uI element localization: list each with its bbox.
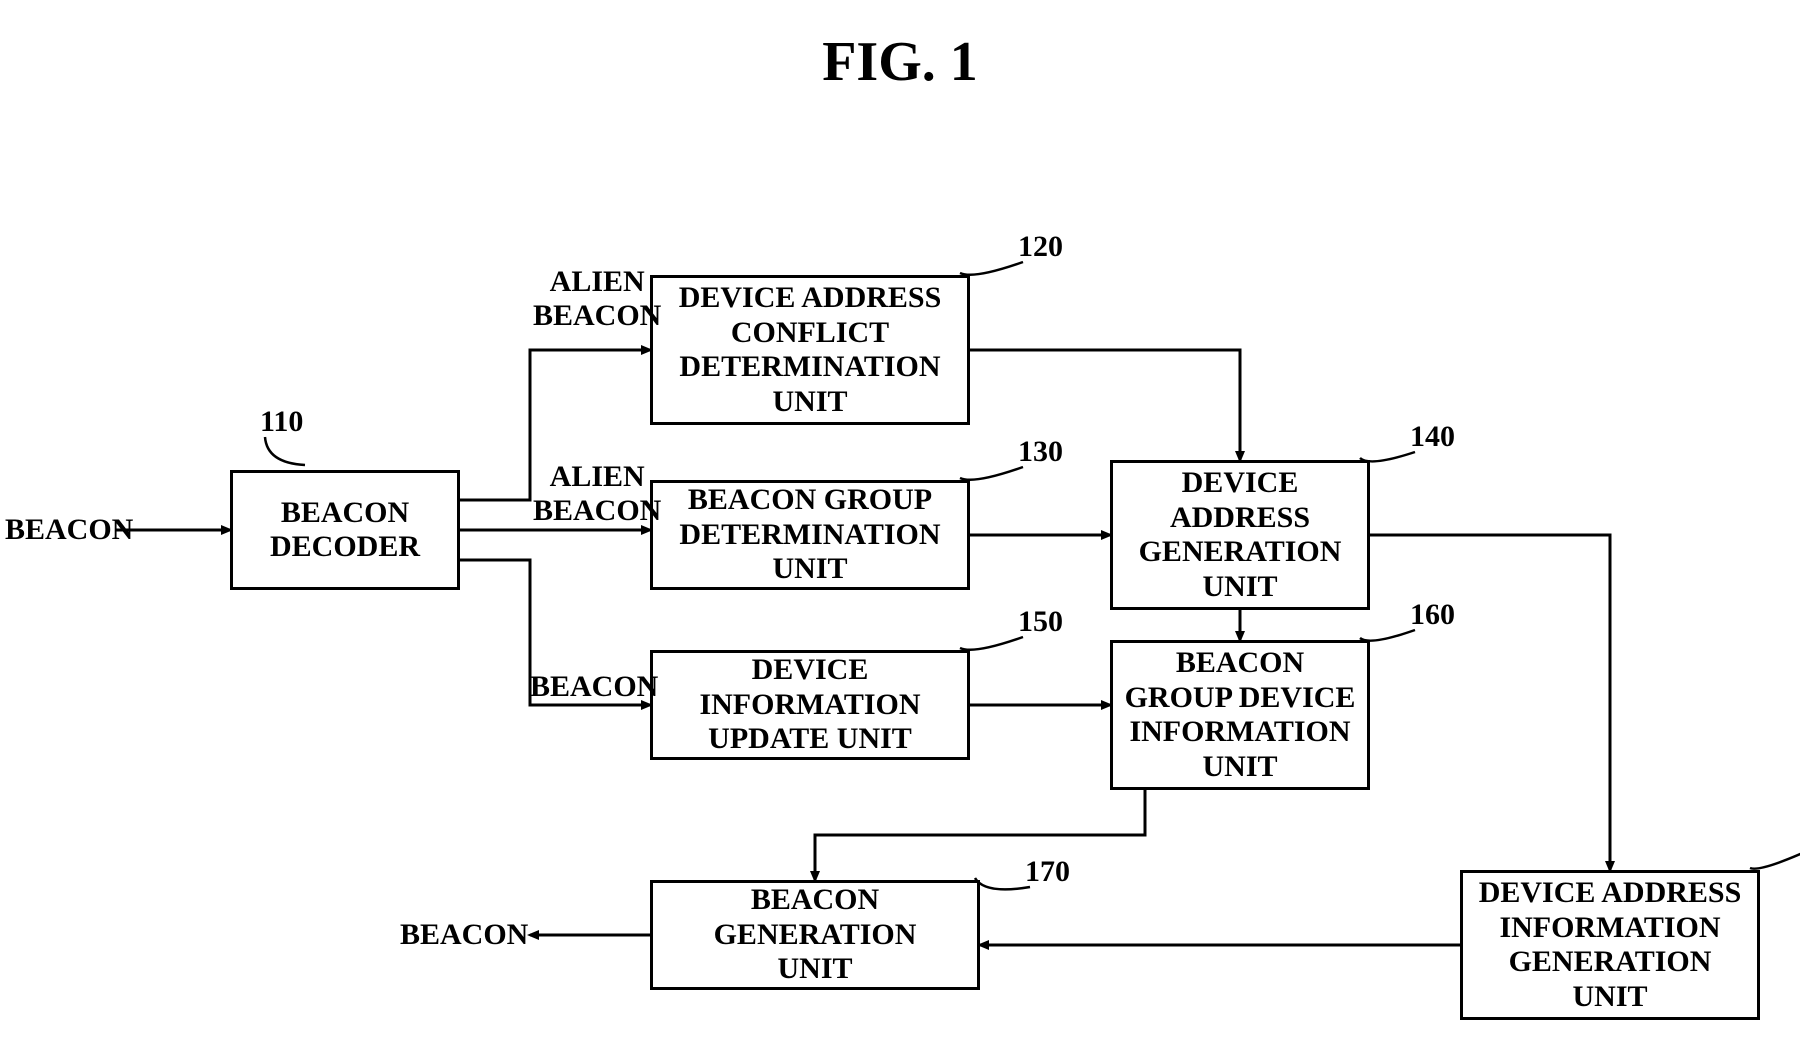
diagram-canvas: FIG. 1 BEACON DECODER DEVICE ADDRESS CON… (0, 0, 1800, 1061)
edge-label-beacon: BEACON (530, 670, 658, 704)
output-label: BEACON (400, 918, 528, 952)
ref-110: 110 (260, 405, 303, 439)
input-label: BEACON (5, 513, 133, 547)
edge-label-alien-beacon-2: ALIEN BEACON (533, 460, 661, 528)
ref-170: 170 (1025, 855, 1070, 889)
arrows-svg (0, 0, 1800, 1061)
ref-160: 160 (1410, 598, 1455, 632)
edge-label-alien-beacon-1: ALIEN BEACON (533, 265, 661, 333)
ref-140: 140 (1410, 420, 1455, 454)
ref-150: 150 (1018, 605, 1063, 639)
ref-130: 130 (1018, 435, 1063, 469)
ref-120: 120 (1018, 230, 1063, 264)
